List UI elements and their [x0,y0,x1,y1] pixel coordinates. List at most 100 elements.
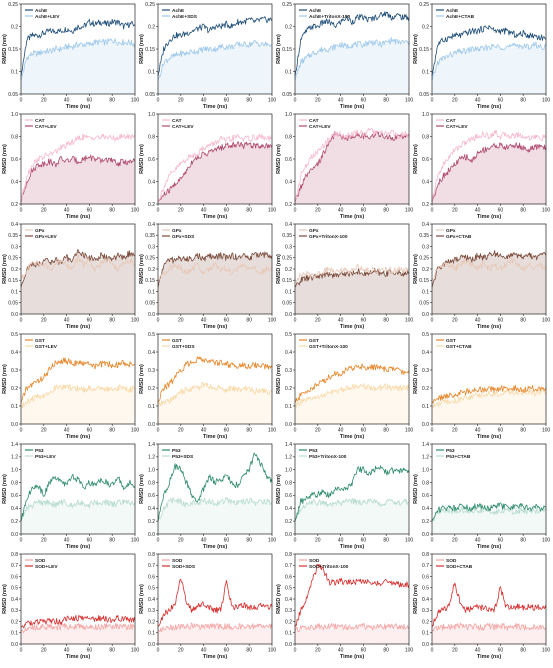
x-tick-label: 60 [224,98,230,104]
rmsd-chart-svg: 0.2 0.4 0.6 0.8 1.0 0 20 40 60 80 100 Time (ns) RMSD… [139,112,277,220]
rmsd-chart-svg: 0.0 0.1 0.2 0.3 0.4 0.5 0 20 40 60 80 100 Time (ns) R… [276,332,413,440]
x-tick-label: 60 [498,538,504,544]
legend-label: SOD+LEV [35,564,58,570]
x-tick-label: 100 [268,208,277,214]
x-tick-label: 80 [383,98,389,104]
legend-label: GPx+LEV [35,234,58,240]
y-tick-label: 0.8 [148,480,155,486]
x-tick-label: 40 [201,648,207,654]
x-axis-label: Time (ns) [203,654,228,660]
x-tick-label: 0 [431,98,434,104]
x-tick-label: 60 [361,648,367,654]
x-tick-label: 100 [131,428,140,434]
y-axis-label: RMSD (nm) [413,364,419,394]
series-line [431,25,547,77]
series-line [20,18,136,77]
series-line [431,388,547,408]
x-tick-label: 20 [315,318,321,324]
rmsd-chart-svg: 0.2 0.4 0.6 0.8 1.0 0 20 40 60 80 100 Time (ns) RMSD… [276,112,413,220]
x-tick-label: 0 [294,428,297,434]
x-axis-label: Time (ns) [477,214,502,220]
y-tick-label: 0.6 [285,157,292,163]
y-tick-label: 0.0 [11,532,18,538]
x-axis-label: Time (ns) [203,214,228,220]
x-tick-label: 60 [498,208,504,214]
legend-label: P53 [446,448,455,454]
y-tick-label: 0.0 [285,642,292,648]
panel-sod-21: 0.0 0.1 0.2 0.3 0.4 0.5 0.6 0.7 0.8 0 20 40 60 80 100 T… [137,550,276,662]
y-tick-label: 0.4 [148,179,155,185]
series-line [20,615,136,629]
series-line [431,142,547,202]
legend-label: GST+CTAB [446,344,472,350]
rmsd-chart-svg: 0.05 0.1 0.15 0.2 0.25 0 20 40 60 80 100 Time (ns) R… [413,2,550,110]
series-area [21,499,135,534]
series-area [295,37,409,94]
series-line [294,382,410,408]
y-tick-label: 1.0 [422,468,429,474]
x-tick-label: 100 [405,538,414,544]
rmsd-chart-svg: 0.2 0.4 0.6 0.8 1.0 0 20 40 60 80 100 Time (ns) RMSD… [2,112,139,220]
y-tick-label: 0.0 [422,312,429,318]
x-axis-label: Time (ns) [203,324,228,330]
y-tick-label: 0.0 [11,642,18,648]
y-tick-label: 0.2 [422,619,429,625]
y-tick-label: 0.1 [11,404,18,410]
x-tick-label: 40 [338,648,344,654]
x-tick-label: 40 [201,98,207,104]
x-tick-label: 80 [246,428,252,434]
x-tick-label: 100 [268,428,277,434]
x-tick-label: 60 [361,98,367,104]
x-tick-label: 0 [294,648,297,654]
y-axis-label: RMSD (nm) [139,34,145,64]
x-tick-label: 80 [520,208,526,214]
x-tick-label: 0 [20,648,23,654]
series-line [294,563,410,628]
y-tick-label: 0.4 [285,350,292,356]
panel-gpx-8: 0.0 0.05 0.1 0.15 0.2 0.25 0.3 0.35 0.4 0 20 40 60 80… [0,220,139,332]
x-tick-label: 80 [520,318,526,324]
x-tick-label: 60 [87,648,93,654]
x-tick-label: 80 [246,318,252,324]
y-axis-label: RMSD (nm) [2,584,8,614]
plot-frame [20,333,136,425]
y-tick-label: 0.25 [282,256,292,262]
x-tick-label: 80 [246,208,252,214]
x-tick-label: 20 [178,428,184,434]
legend-label: GST+LEV [35,344,58,350]
y-tick-label: 0.2 [148,267,155,273]
x-tick-label: 40 [338,318,344,324]
x-tick-label: 60 [87,318,93,324]
y-tick-label: 0.2 [148,386,155,392]
legend-label: GST [446,338,456,344]
series-line [157,579,273,628]
panel-sod-23: 0.0 0.1 0.2 0.3 0.4 0.5 0.6 0.7 0.8 0 20 40 60 80 100 T… [411,550,550,662]
y-axis-label: RMSD (nm) [413,144,419,174]
plot-frame [157,443,273,535]
y-axis-label: RMSD (nm) [413,34,419,64]
y-tick-label: 0.1 [11,631,18,637]
y-tick-label: 1.2 [11,455,18,461]
y-tick-label: 0.0 [148,312,155,318]
x-tick-label: 20 [452,538,458,544]
series-line [431,582,547,628]
y-tick-label: 0.3 [148,368,155,374]
series-line [157,16,273,77]
y-tick-label: 0.2 [422,519,429,525]
series-line [294,623,410,632]
y-tick-label: 0.05 [419,301,429,307]
series-line [294,263,410,283]
y-tick-label: 0.0 [148,532,155,538]
y-tick-label: 0.6 [11,157,18,163]
y-tick-label: 1.0 [422,112,429,118]
x-tick-label: 0 [20,208,23,214]
series-area [158,622,272,644]
y-tick-label: 0.8 [11,134,18,140]
y-tick-label: 0.4 [11,597,18,603]
y-tick-label: 0.25 [145,2,155,8]
y-tick-label: 0.15 [282,47,292,53]
y-tick-label: 0.1 [148,404,155,410]
x-axis-label: Time (ns) [66,324,91,330]
legend-label: GST [35,338,45,344]
